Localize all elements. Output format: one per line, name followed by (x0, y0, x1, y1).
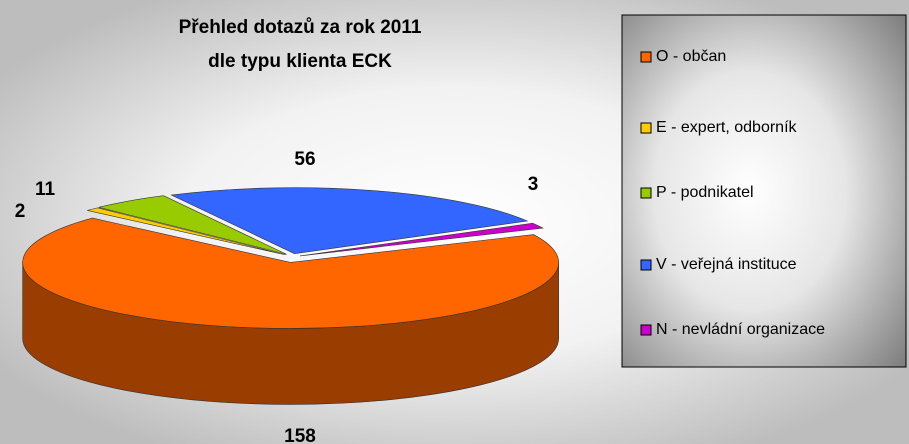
slice (22, 217, 559, 329)
legend-swatch (640, 122, 652, 134)
legend-swatch (640, 187, 652, 199)
legend-label: N - nevládní organizace (656, 321, 825, 338)
value-label: 158 (284, 426, 316, 444)
slice (170, 187, 529, 254)
legend-swatch (640, 324, 652, 336)
value-label: 3 (528, 174, 539, 195)
value-label: 2 (15, 201, 26, 222)
slice (299, 222, 544, 257)
value-label: 11 (35, 179, 56, 200)
chart-title: Přehled dotazů za rok 2011 (179, 17, 422, 38)
slice (87, 207, 286, 256)
legend-box (621, 14, 907, 368)
legend-swatch (640, 51, 652, 63)
legend-label: O - občan (656, 48, 726, 65)
legend-swatch (640, 259, 652, 271)
legend-label: P - podnikatel (656, 184, 754, 201)
pie (22, 187, 559, 405)
slice (98, 195, 287, 255)
value-label: 56 (294, 149, 315, 170)
legend-label: V - veřejná instituce (656, 256, 797, 273)
chart-subtitle: dle typu klienta ECK (208, 51, 392, 72)
legend-label: E - expert, odborník (656, 119, 798, 136)
